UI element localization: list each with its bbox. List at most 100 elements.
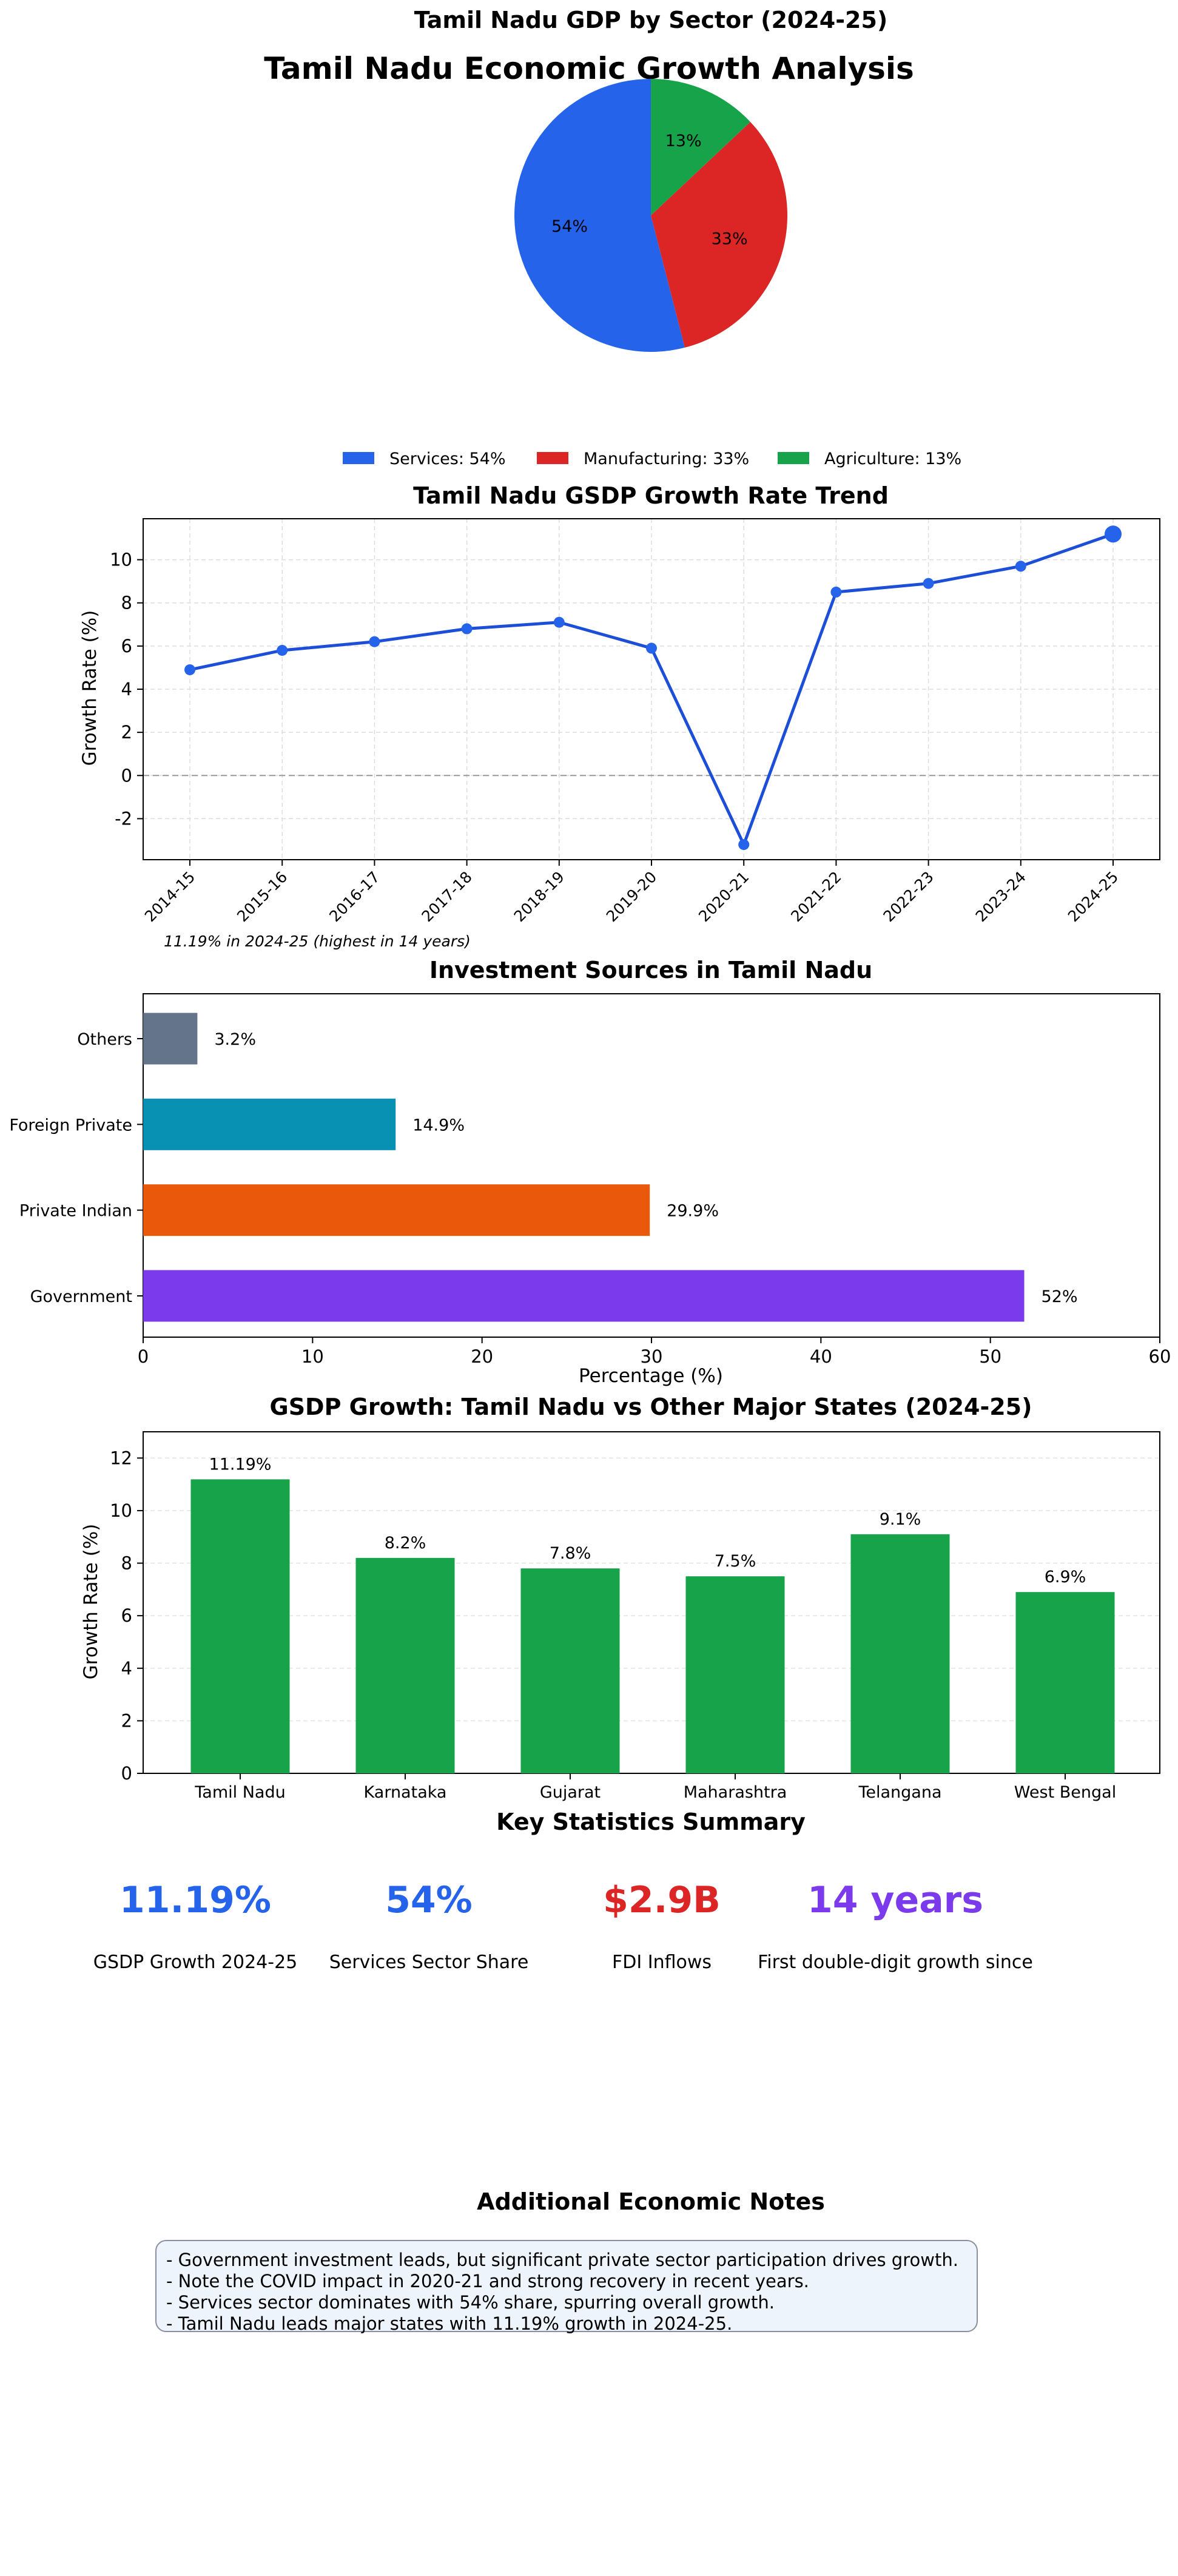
note-line: - Services sector dominates with 54% sha… bbox=[166, 2292, 775, 2313]
pie-slices: 54% 33% 13% bbox=[514, 79, 788, 352]
bar-value-label: 3.2% bbox=[214, 1030, 256, 1049]
data-point bbox=[184, 664, 195, 675]
legend-entry: Services: 54% bbox=[389, 450, 506, 468]
bar-value-label: 6.9% bbox=[1045, 1568, 1086, 1586]
bar bbox=[520, 1568, 620, 1773]
data-point bbox=[553, 616, 565, 628]
x-tick-label: Gujarat bbox=[540, 1783, 601, 1802]
x-tick-label: 10 bbox=[301, 1346, 324, 1367]
x-tick-label: 2017-18 bbox=[418, 868, 475, 925]
state-comparison-bar-chart: GSDP Growth: Tamil Nadu vs Other Major S… bbox=[80, 1394, 1160, 1802]
line-chart-annotation: 11.19% in 2024-25 (highest in 14 years) bbox=[164, 932, 471, 950]
x-tick-label: Telangana bbox=[858, 1783, 941, 1802]
bar-value-label: 7.8% bbox=[550, 1544, 591, 1563]
hbar-chart-title: Investment Sources in Tamil Nadu bbox=[429, 957, 872, 983]
bar-value-label: 11.19% bbox=[209, 1455, 272, 1474]
legend-entry: Agriculture: 13% bbox=[824, 450, 961, 468]
line-chart-grid bbox=[143, 519, 1160, 860]
legend-swatch bbox=[343, 452, 374, 464]
x-tick-label: Tamil Nadu bbox=[194, 1783, 285, 1802]
legend-swatch bbox=[537, 452, 568, 464]
stat-value: 14 years bbox=[807, 1879, 983, 1921]
vbar-chart-grid bbox=[143, 1457, 1160, 1774]
data-point bbox=[461, 623, 473, 635]
line-chart-title: Tamil Nadu GSDP Growth Rate Trend bbox=[413, 482, 889, 509]
pie-slice-services bbox=[514, 79, 685, 352]
x-tick-label: 2020-21 bbox=[695, 868, 752, 925]
notes-title: Additional Economic Notes bbox=[477, 2188, 825, 2215]
bar bbox=[1015, 1592, 1115, 1773]
hbar-chart-bars: 52% 29.9% 14.9% 3.2% bbox=[143, 1013, 1078, 1322]
stats-items: 11.19% GSDP Growth 2024-25 54% Services Sec… bbox=[93, 1879, 1033, 1973]
y-tick-label: 6 bbox=[121, 1605, 132, 1626]
pie-chart-title: Tamil Nadu GDP by Sector (2024-25) bbox=[414, 7, 888, 33]
vbar-chart-title: GSDP Growth: Tamil Nadu vs Other Major S… bbox=[270, 1394, 1032, 1420]
stat-value: $2.9B bbox=[603, 1879, 721, 1921]
bar-value-label: 14.9% bbox=[412, 1116, 465, 1135]
data-point bbox=[1015, 561, 1026, 572]
bar-value-label: 7.5% bbox=[715, 1552, 756, 1571]
pie-slice-label: 54% bbox=[551, 217, 588, 236]
x-tick-label: West Bengal bbox=[1014, 1783, 1116, 1802]
bar bbox=[143, 1013, 198, 1065]
plot-frame bbox=[143, 518, 1160, 860]
stat-value: 54% bbox=[385, 1879, 473, 1921]
pie-slice-label: 13% bbox=[665, 132, 702, 150]
highlight-point bbox=[1105, 525, 1122, 543]
vbar-chart-ylabel: Growth Rate (%) bbox=[80, 1524, 102, 1680]
bar-value-label: 8.2% bbox=[385, 1534, 426, 1553]
note-line: - Tamil Nadu leads major states with 11.… bbox=[166, 2313, 733, 2334]
pie-slice-agriculture bbox=[651, 79, 751, 215]
note-line: - Note the COVID impact in 2020-21 and s… bbox=[166, 2271, 809, 2291]
y-tick-label: 6 bbox=[121, 636, 132, 656]
vbar-chart-bars: 11.19% 8.2% 7.8% 7.5% 9.1% 6.9% bbox=[190, 1455, 1115, 1773]
y-tick-label: 2 bbox=[121, 1710, 132, 1731]
x-tick-label: 2014-15 bbox=[141, 868, 198, 925]
plot-frame bbox=[143, 1431, 1160, 1774]
y-tick-label: Others bbox=[77, 1030, 132, 1049]
stats-title: Key Statistics Summary bbox=[496, 1809, 806, 1835]
plot-frame bbox=[143, 993, 1160, 1338]
data-point bbox=[277, 644, 288, 656]
bar bbox=[685, 1576, 785, 1773]
x-tick-label: 2021-22 bbox=[787, 868, 844, 925]
sector-pie-chart: Tamil Nadu GDP by Sector (2024-25) Tamil… bbox=[264, 7, 961, 468]
y-tick-label: 4 bbox=[121, 679, 132, 700]
data-point bbox=[738, 839, 750, 851]
y-tick-label: 8 bbox=[121, 593, 132, 613]
bar-value-label: 9.1% bbox=[880, 1510, 921, 1529]
x-tick-label: 0 bbox=[138, 1346, 149, 1367]
bar bbox=[355, 1557, 455, 1773]
x-tick-label: 50 bbox=[979, 1346, 1001, 1367]
x-tick-label: 2016-17 bbox=[326, 868, 383, 925]
x-tick-label: 2019-20 bbox=[603, 868, 660, 925]
y-tick-label: 10 bbox=[110, 550, 132, 570]
notes-box: - Government investment leads, but signi… bbox=[155, 2240, 978, 2334]
y-tick-label: Private Indian bbox=[19, 1202, 132, 1221]
line-chart-axes: 2014-15 2015-16 2016-17 2017-18 2018-19 2019-… bbox=[110, 518, 1160, 925]
x-tick-label: 2024-25 bbox=[1065, 868, 1122, 925]
y-tick-label: 12 bbox=[110, 1448, 132, 1468]
hbar-chart-axes: Government Private Indian Foreign Private O… bbox=[9, 993, 1171, 1367]
y-tick-label: 0 bbox=[121, 765, 132, 786]
y-tick-label: 2 bbox=[121, 722, 132, 743]
data-point bbox=[830, 586, 842, 598]
y-tick-label: Government bbox=[30, 1287, 132, 1306]
y-tick-label: 10 bbox=[110, 1500, 132, 1521]
stat-label: GSDP Growth 2024-25 bbox=[93, 1952, 298, 1973]
hbar-chart-xlabel: Percentage (%) bbox=[579, 1365, 723, 1387]
investment-sources-bar-chart: Investment Sources in Tamil Nadu Governm… bbox=[9, 957, 1171, 1387]
x-tick-label: 30 bbox=[641, 1346, 663, 1367]
pie-slice-label: 33% bbox=[712, 230, 748, 249]
x-tick-label: 60 bbox=[1149, 1346, 1171, 1367]
stat-label: FDI Inflows bbox=[612, 1952, 712, 1973]
bar bbox=[143, 1098, 396, 1150]
stat-label: First double-digit growth since bbox=[758, 1952, 1033, 1973]
vbar-chart-axes: 0 2 4 6 8 10 12 Tamil Nadu Karnataka Gujarat Mahar… bbox=[110, 1431, 1160, 1802]
x-tick-label: 2015-16 bbox=[234, 868, 291, 925]
x-tick-label: 20 bbox=[471, 1346, 493, 1367]
bar bbox=[190, 1479, 290, 1773]
y-tick-label: -2 bbox=[115, 808, 132, 829]
y-tick-label: Foreign Private bbox=[9, 1116, 132, 1135]
